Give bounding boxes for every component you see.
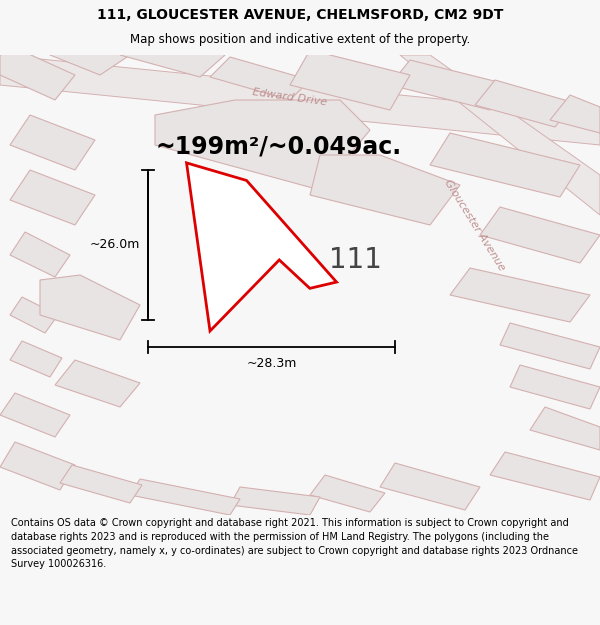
Polygon shape [500,323,600,369]
Polygon shape [40,275,140,340]
Text: ~28.3m: ~28.3m [247,357,296,370]
Polygon shape [0,442,75,490]
Polygon shape [10,170,95,225]
Polygon shape [430,133,580,197]
Polygon shape [50,35,130,75]
Polygon shape [390,60,510,110]
Polygon shape [310,155,460,225]
Text: 111: 111 [329,246,382,274]
Polygon shape [187,163,337,331]
Polygon shape [0,393,70,437]
Polygon shape [55,360,140,407]
Polygon shape [210,57,310,100]
Polygon shape [120,33,225,77]
Text: 111, GLOUCESTER AVENUE, CHELMSFORD, CM2 9DT: 111, GLOUCESTER AVENUE, CHELMSFORD, CM2 … [97,8,503,22]
Polygon shape [290,50,410,110]
Text: ~199m²/~0.049ac.: ~199m²/~0.049ac. [155,135,401,159]
Text: ~26.0m: ~26.0m [89,239,140,251]
Polygon shape [450,268,590,322]
Polygon shape [510,365,600,409]
Polygon shape [10,232,70,277]
Polygon shape [530,407,600,450]
Text: Edward Drive: Edward Drive [252,87,328,108]
Polygon shape [400,55,600,215]
Polygon shape [60,465,142,503]
Polygon shape [130,479,240,515]
Polygon shape [490,452,600,500]
Text: Gloucester Avenue: Gloucester Avenue [443,177,507,272]
Text: Contains OS data © Crown copyright and database right 2021. This information is : Contains OS data © Crown copyright and d… [11,518,578,569]
Polygon shape [230,487,320,515]
Polygon shape [550,95,600,133]
Polygon shape [10,297,58,333]
Polygon shape [380,463,480,510]
Text: Map shows position and indicative extent of the property.: Map shows position and indicative extent… [130,33,470,46]
Polygon shape [10,341,62,377]
Polygon shape [0,55,600,145]
Polygon shape [10,115,95,170]
Polygon shape [0,50,75,100]
Polygon shape [310,475,385,512]
Polygon shape [475,80,575,127]
Polygon shape [480,207,600,263]
Polygon shape [155,100,370,190]
